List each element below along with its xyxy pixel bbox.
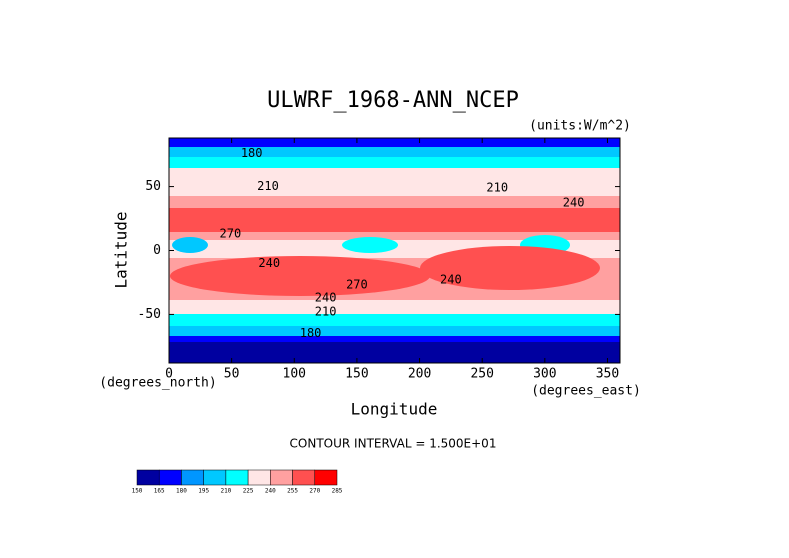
colorbar-box xyxy=(247,469,271,486)
x-axis-label: Longitude xyxy=(351,400,438,419)
colorbar-box xyxy=(225,469,249,486)
x-tick-label: 150 xyxy=(345,367,368,382)
contour-interval: CONTOUR INTERVAL = 1.500E+01 xyxy=(290,437,497,451)
colorbar-label: 180 xyxy=(176,488,187,495)
y-axis-label: Latitude xyxy=(112,211,131,288)
x-units: (degrees_east) xyxy=(531,384,641,399)
colorbar-label: 195 xyxy=(198,488,209,495)
x-tick-label: 0 xyxy=(165,367,173,382)
colorbar-label: 150 xyxy=(132,488,143,495)
contour-label: 210 xyxy=(315,304,337,318)
x-tick-label: 50 xyxy=(224,367,240,382)
colorbar-label: 225 xyxy=(243,488,254,495)
contour-label: 210 xyxy=(257,179,279,193)
colorbar-box xyxy=(136,469,160,486)
colorbar-box xyxy=(270,469,293,486)
contour-label: 240 xyxy=(258,256,280,270)
colorbar-box xyxy=(203,469,227,486)
colorbar-label: 285 xyxy=(332,488,343,495)
x-tick-label: 250 xyxy=(470,367,493,382)
colorbar-label: 165 xyxy=(154,488,165,495)
field xyxy=(169,138,620,363)
colorbar-label: 270 xyxy=(309,488,320,495)
colorbar-label: 255 xyxy=(287,488,298,495)
y-tick-label: 50 xyxy=(145,179,161,194)
colorbar-box xyxy=(181,469,204,486)
x-tick-label: 100 xyxy=(283,367,306,382)
contour-label: 210 xyxy=(486,180,508,194)
chart-title: ULWRF_1968-ANN_NCEP xyxy=(267,88,519,113)
x-tick-label: 200 xyxy=(408,367,431,382)
y-tick-label: -50 xyxy=(138,307,161,322)
colorbar-box xyxy=(292,469,316,486)
contour-label: 240 xyxy=(563,196,585,210)
x-tick-label: 350 xyxy=(596,367,619,382)
contour-label: 180 xyxy=(241,146,263,160)
units: (units:W/m^2) xyxy=(529,119,631,134)
colorbar-label: 240 xyxy=(265,488,276,495)
y-units: (degrees_north) xyxy=(99,376,216,391)
x-tick-label: 300 xyxy=(533,367,556,382)
colorbar-box xyxy=(158,469,182,486)
contour-label: 270 xyxy=(220,226,242,240)
y-tick-label: 0 xyxy=(153,243,161,258)
contour-label: 180 xyxy=(300,326,322,340)
colorbar-box xyxy=(314,469,338,486)
contour-label: 240 xyxy=(440,272,462,286)
contour-label: 270 xyxy=(346,278,368,292)
contour-label: 240 xyxy=(315,290,337,304)
colorbar-label: 210 xyxy=(220,488,231,495)
